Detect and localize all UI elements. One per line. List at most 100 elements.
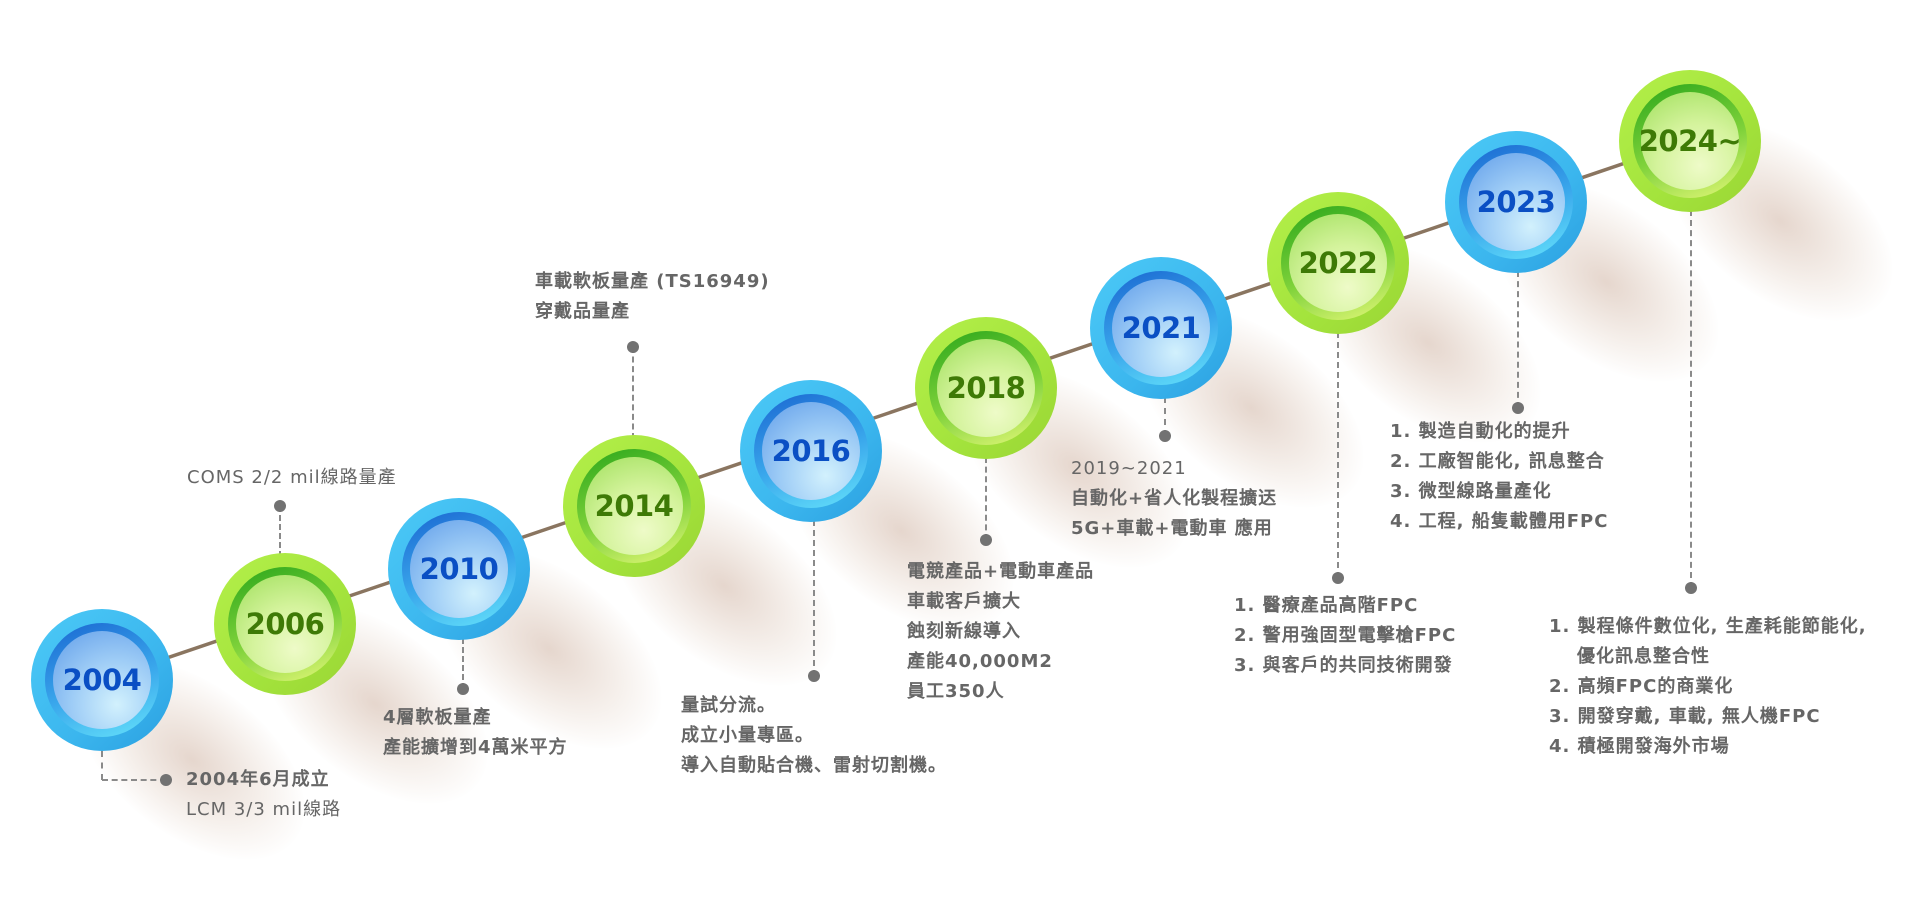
- note-line: 蝕刻新線導入: [907, 621, 1021, 642]
- milestone-2022-circle: 2022: [1267, 192, 1409, 334]
- connector-dot: [160, 774, 172, 786]
- note-line: 2. 高頻FPC的商業化: [1549, 676, 1734, 697]
- note-line: 2004年6月成立: [186, 769, 330, 790]
- connector-dot: [808, 670, 820, 682]
- note-line: 產能擴增到4萬米平方: [383, 737, 568, 758]
- note-line: 1. 醫療產品高階FPC: [1234, 595, 1419, 616]
- connector-line: [632, 347, 634, 439]
- circle-face: [236, 575, 334, 673]
- milestone-year: 2016: [771, 434, 851, 468]
- milestone-2018-circle: 2018: [915, 317, 1057, 459]
- note-line: 4層軟板量產: [383, 707, 492, 728]
- circle-inner-ring: [402, 512, 516, 626]
- milestone-2021-circle: 2021: [1090, 257, 1232, 399]
- milestone-2006-circle: 2006: [214, 553, 356, 695]
- milestone-notes: COMS 2/2 mil線路量產: [187, 463, 397, 493]
- milestone-2010-circle: 2010: [388, 498, 530, 640]
- timeline-axis: [101, 139, 1691, 682]
- timeline: 2004 2004年6月成立 LCM 3/3 mil線路 2006 COMS 2/2 m…: [31, 70, 1920, 899]
- milestone-year: 2004: [62, 663, 142, 697]
- milestone-year: 2024~: [1638, 124, 1742, 158]
- circle-face: [1112, 279, 1210, 377]
- circle-face: [1289, 214, 1387, 312]
- note-line: 2. 警用強固型電擊槍FPC: [1234, 625, 1457, 646]
- circle-face: [410, 520, 508, 618]
- note-line: 1. 製造自動化的提升: [1390, 421, 1571, 442]
- circle-face: [1467, 153, 1565, 251]
- milestone-notes: 2004年6月成立 LCM 3/3 mil線路: [186, 765, 341, 825]
- milestone-year: 2022: [1298, 246, 1378, 280]
- note-line: 3. 開發穿戴, 車載, 無人機FPC: [1549, 706, 1821, 727]
- milestone-notes: 量試分流。成立小量專區。導入自動貼合機、雷射切割機。: [681, 691, 947, 781]
- note-line: 產能40,000M2: [907, 651, 1053, 672]
- note-line: 車載客戶擴大: [907, 591, 1021, 612]
- note-line: 2. 工廠智能化, 訊息整合: [1390, 451, 1605, 472]
- milestone-year: 2014: [594, 489, 674, 523]
- connector-dot: [1685, 582, 1697, 594]
- connector-dot: [1159, 430, 1171, 442]
- milestone-2014-circle: 2014: [563, 435, 705, 577]
- milestone-year: 2010: [419, 552, 499, 586]
- circle-face: [1641, 92, 1739, 190]
- milestone-year: 2006: [245, 607, 325, 641]
- circle-inner-ring: [1281, 206, 1395, 320]
- connector-line: [279, 506, 281, 557]
- circle-face: [937, 339, 1035, 437]
- note-line: LCM 3/3 mil線路: [186, 799, 342, 820]
- circle-inner-ring: [1633, 84, 1747, 198]
- note-line: 4. 工程, 船隻載體用FPC: [1390, 511, 1609, 532]
- connector-line: [101, 751, 103, 780]
- milestone-2016-circle: 2016: [740, 380, 882, 522]
- circle-inner-ring: [1459, 145, 1573, 259]
- connector-dot: [1512, 402, 1524, 414]
- connector-line: [102, 779, 166, 781]
- note-line: COMS 2/2 mil線路量產: [187, 467, 397, 488]
- note-line: 2019~2021: [1071, 458, 1187, 479]
- milestone-notes: 2019~2021 自動化+省人化製程擴迗 5G+車載+電動車 應用: [1071, 454, 1277, 544]
- note-line: 成立小量專區。: [681, 725, 814, 746]
- note-line: 3. 與客戶的共同技術開發: [1234, 655, 1453, 676]
- milestone-notes: 1. 製造自動化的提升 2. 工廠智能化, 訊息整合 3. 微型線路量產化 4. 工程…: [1390, 417, 1608, 537]
- milestone-year: 2018: [946, 371, 1026, 405]
- milestone-notes: 1. 製程條件數位化, 生產耗能節能化, 優化訊息整合性 2. 高頻FPC的商業化 3…: [1549, 612, 1867, 762]
- milestone-2004-circle: 2004: [31, 609, 173, 751]
- milestone-notes: 4層軟板量產產能擴增到4萬米平方: [383, 703, 568, 763]
- milestone-notes: 1. 醫療產品高階FPC 2. 警用強固型電擊槍FPC 3. 與客戶的共同技術開發: [1234, 591, 1456, 681]
- connector-dot: [457, 683, 469, 695]
- note-line: 3. 微型線路量產化: [1390, 481, 1552, 502]
- circle-inner-ring: [45, 623, 159, 737]
- note-line: 優化訊息整合性: [1577, 646, 1710, 667]
- milestone-2024-circle: 2024~: [1619, 70, 1761, 212]
- circle-face: [762, 402, 860, 500]
- connector-line: [985, 457, 987, 540]
- connector-line: [1690, 210, 1692, 588]
- note-line: 導入自動貼合機、雷射切割機。: [681, 755, 947, 776]
- milestone-year: 2023: [1476, 185, 1556, 219]
- note-line: 自動化+省人化製程擴迗: [1071, 488, 1278, 509]
- note-line: 量試分流。: [681, 695, 776, 716]
- connector-dot: [274, 500, 286, 512]
- milestone-notes: 車載軟板量產 (TS16949) 穿戴品量產: [535, 267, 770, 327]
- note-line: 電競產品+電動車產品: [907, 561, 1095, 582]
- note-line: 4. 積極開發海外市場: [1549, 736, 1730, 757]
- connector-dot: [1332, 572, 1344, 584]
- circle-inner-ring: [577, 449, 691, 563]
- milestone-year: 2021: [1121, 311, 1201, 345]
- connector-line: [1517, 271, 1519, 408]
- circle-face: [53, 631, 151, 729]
- milestone-notes: 電競產品+電動車產品 車載客戶擴大 蝕刻新線導入產能40,000M2 員工350人: [907, 557, 1094, 707]
- circle-inner-ring: [228, 567, 342, 681]
- circle-inner-ring: [929, 331, 1043, 445]
- connector-dot: [980, 534, 992, 546]
- circle-inner-ring: [1104, 271, 1218, 385]
- note-line: 員工350人: [907, 681, 1005, 702]
- connector-line: [462, 638, 464, 689]
- connector-line: [813, 520, 815, 676]
- note-line: 穿戴品量產: [535, 301, 630, 322]
- note-line: 5G+車載+電動車 應用: [1071, 518, 1273, 539]
- circle-inner-ring: [754, 394, 868, 508]
- timeline-line: [101, 139, 1691, 682]
- milestone-2023-circle: 2023: [1445, 131, 1587, 273]
- connector-dot: [627, 341, 639, 353]
- connector-line: [1164, 397, 1166, 436]
